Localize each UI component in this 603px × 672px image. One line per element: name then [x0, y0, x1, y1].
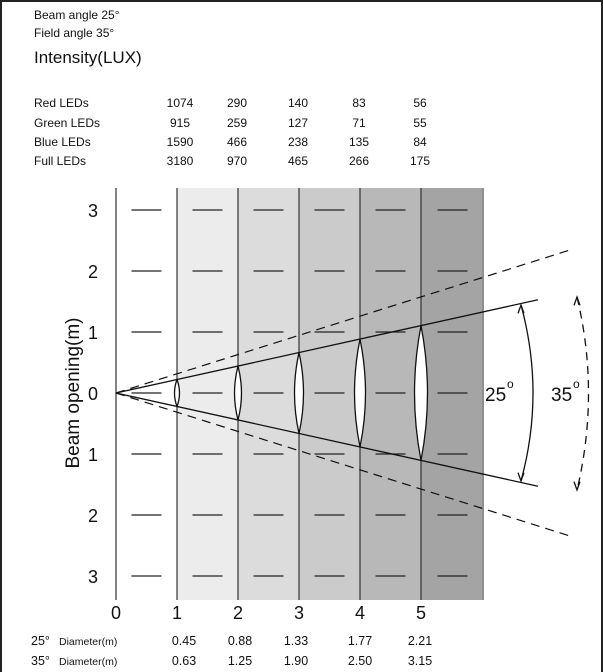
beam-cross-section [413, 325, 429, 461]
diameter-label: Diameter(m) [59, 656, 117, 668]
beam-edge-line [115, 392, 539, 487]
diameter-value: 3.15 [408, 654, 432, 668]
table-cell: 970 [226, 154, 248, 168]
arrow-icon [517, 303, 525, 314]
beam-cross-section [293, 352, 305, 434]
y-tick-label: 2 [88, 506, 98, 526]
distance-band [238, 188, 299, 600]
beam-cross-section [233, 363, 243, 423]
x-tick-label: 0 [111, 603, 121, 623]
diameter-value: 1.77 [348, 634, 372, 648]
table-row-label: Blue LEDs [34, 135, 91, 149]
table-row-label: Red LEDs [34, 96, 89, 110]
distance-band [421, 188, 482, 600]
field-angle-arc [576, 296, 590, 491]
x-tick-label: 3 [294, 603, 304, 623]
table-cell: 127 [287, 116, 309, 130]
field-angle-label: 35 [551, 385, 572, 406]
beam-edge-line [115, 299, 539, 394]
table-cell: 266 [348, 154, 370, 168]
field-edge-line [115, 392, 573, 538]
y-tick-label: 3 [88, 201, 98, 221]
diameter-value: 1.33 [284, 634, 308, 648]
degree-mark: o [507, 377, 514, 391]
intensity-title: Intensity(LUX) [34, 48, 142, 67]
diameter-value: 1.25 [228, 654, 252, 668]
table-cell: 915 [169, 116, 191, 130]
beam-angle-label: 25 [485, 385, 506, 406]
table-cell: 175 [409, 154, 431, 168]
arrow-icon [573, 295, 581, 306]
x-tick-label: 4 [355, 603, 365, 623]
table-cell: 238 [287, 135, 309, 149]
diameter-value: 2.50 [348, 654, 372, 668]
beam-cross-section [173, 377, 181, 409]
distance-band [482, 188, 484, 600]
table-row-label: Full LEDs [34, 154, 87, 168]
diameter-label: Diameter(m) [59, 636, 117, 648]
table-cell: 466 [226, 135, 248, 149]
table-cell: 259 [226, 116, 248, 130]
table-row-label: Green LEDs [34, 116, 101, 130]
y-tick-label: 0 [88, 384, 98, 404]
y-tick-label: 1 [88, 323, 98, 343]
table-cell: 3180 [166, 154, 194, 168]
table-cell: 140 [287, 96, 309, 110]
table-cell: 56 [413, 96, 427, 110]
degree-mark: o [573, 377, 580, 391]
diameter-value: 2.21 [408, 634, 432, 648]
diameter-value: 0.88 [228, 634, 252, 648]
beam-angle-text: Beam angle 25° [34, 8, 120, 22]
distance-band [177, 188, 238, 600]
arrow-icon [573, 481, 581, 492]
field-angle-text: Field angle 35° [34, 26, 115, 40]
y-tick-label: 2 [88, 262, 98, 282]
beam-cross-section [353, 338, 367, 448]
table-cell: 1590 [166, 135, 194, 149]
table-cell: 465 [287, 154, 309, 168]
table-cell: 290 [226, 96, 248, 110]
diameter-angle: 25° [31, 634, 50, 648]
table-cell: 1074 [166, 96, 194, 110]
y-axis-label: Beam opening(m) [63, 317, 84, 468]
distance-band [299, 188, 360, 600]
y-tick-label: 1 [88, 445, 98, 465]
beam-angle-arc [520, 304, 534, 482]
field-edge-line [115, 248, 573, 394]
arrow-icon [517, 472, 525, 483]
diameter-angle: 35° [31, 654, 50, 668]
table-cell: 71 [352, 116, 366, 130]
table-cell: 83 [352, 96, 366, 110]
table-cell: 84 [413, 135, 427, 149]
x-tick-label: 1 [172, 603, 182, 623]
x-tick-label: 5 [416, 603, 426, 623]
x-tick-label: 2 [233, 603, 243, 623]
diameter-value: 1.90 [284, 654, 308, 668]
table-cell: 135 [348, 135, 370, 149]
distance-band [360, 188, 421, 600]
diameter-value: 0.45 [172, 634, 196, 648]
diameter-value: 0.63 [172, 654, 196, 668]
y-tick-label: 3 [88, 567, 98, 587]
table-cell: 55 [413, 116, 427, 130]
